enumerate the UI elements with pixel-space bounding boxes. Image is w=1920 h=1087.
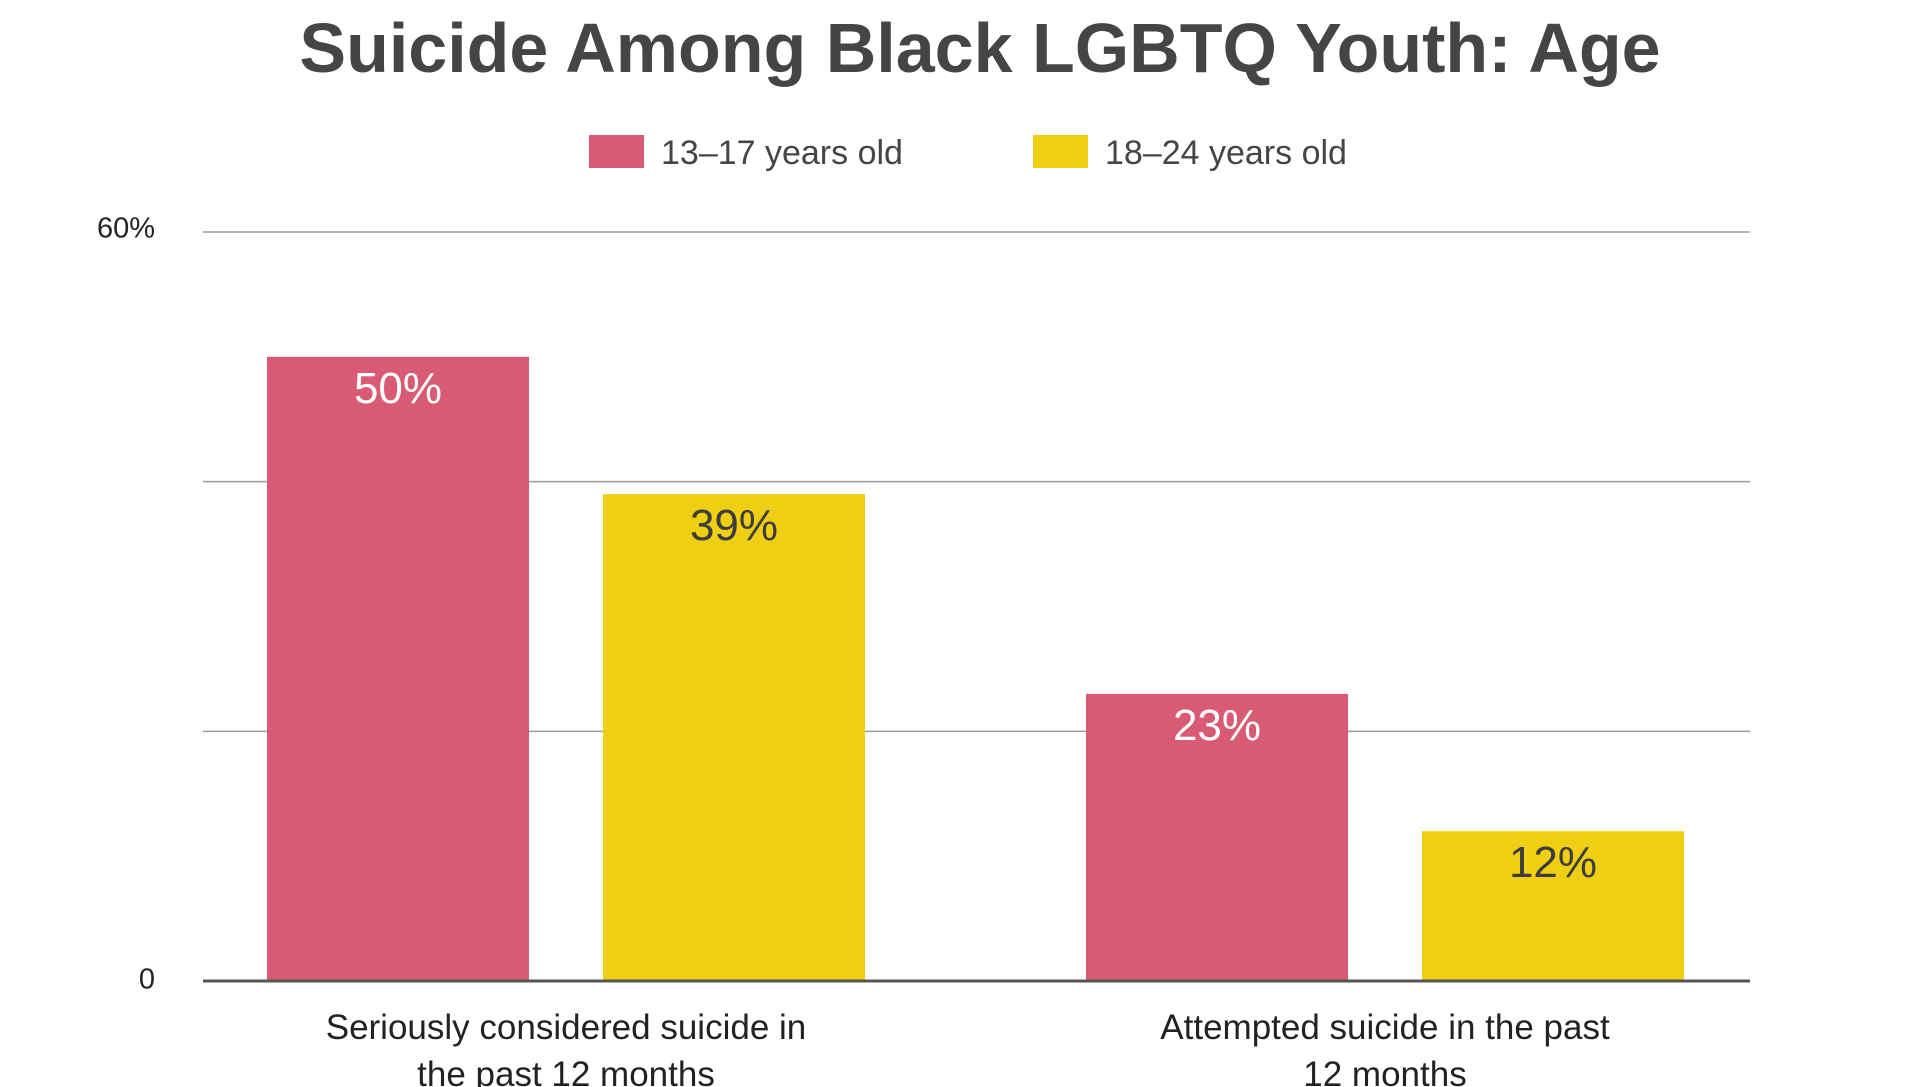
y-axis-ticks: 0 60% <box>97 213 155 996</box>
category-label-1-line-1: 12 months <box>1303 1055 1466 1087</box>
category-label-0-line-0: Seriously considered suicide in <box>326 1008 807 1047</box>
legend-item-1: 18–24 years old <box>1033 134 1347 172</box>
legend-swatch-0 <box>589 135 644 168</box>
value-labels: 50% 23% 39% 12% <box>354 364 1597 887</box>
value-label-series1-cat0: 39% <box>690 501 778 550</box>
value-label-series0-cat0: 50% <box>354 364 442 413</box>
bars <box>267 356 1684 981</box>
chart-title: Suicide Among Black LGBTQ Youth: Age <box>299 9 1660 87</box>
bar-series0-cat1 <box>1086 693 1348 981</box>
value-label-series1-cat1: 12% <box>1509 838 1597 887</box>
bar-series0-cat0 <box>267 356 529 981</box>
category-label-1-line-0: Attempted suicide in the past <box>1160 1008 1610 1047</box>
value-label-series0-cat1: 23% <box>1173 701 1261 750</box>
legend-swatch-1 <box>1033 135 1088 168</box>
bar-series1-cat0 <box>603 494 865 981</box>
y-tick-label: 60% <box>97 213 155 245</box>
legend-label-0: 13–17 years old <box>661 134 903 172</box>
category-label-0-line-1: the past 12 months <box>417 1055 715 1087</box>
y-tick-label: 0 <box>139 964 155 996</box>
legend: 13–17 years old 18–24 years old <box>589 134 1347 172</box>
legend-item-0: 13–17 years old <box>589 134 903 172</box>
legend-label-1: 18–24 years old <box>1105 134 1347 172</box>
category-labels: Seriously considered suicide in the past … <box>326 1008 1610 1087</box>
bar-series1-cat1 <box>1422 831 1684 981</box>
